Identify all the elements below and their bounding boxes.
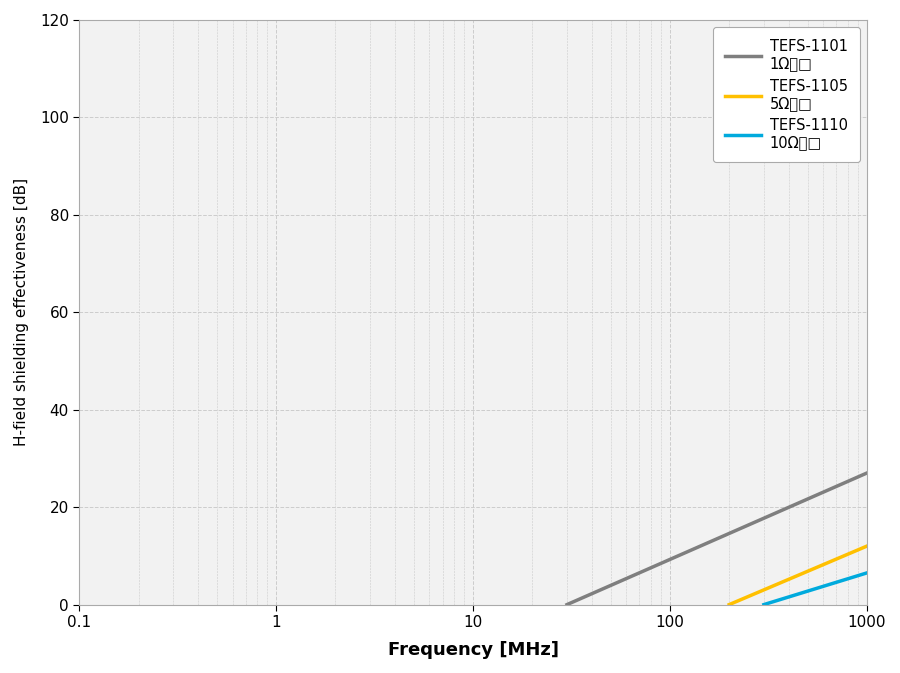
- TEFS-1110
10Ω／□: [843, 575, 854, 583]
- TEFS-1105
5Ω／□: [724, 600, 734, 608]
- TEFS-1105
5Ω／□: [789, 573, 800, 581]
- TEFS-1110
10Ω／□: [759, 600, 769, 608]
- TEFS-1101
1Ω／□: [562, 600, 572, 608]
- TEFS-1101
1Ω／□: [706, 537, 716, 545]
- TEFS-1101
1Ω／□: [861, 469, 872, 477]
- TEFS-1110
10Ω／□: [859, 569, 869, 577]
- X-axis label: Frequency [MHz]: Frequency [MHz]: [388, 641, 559, 659]
- TEFS-1101
1Ω／□: [854, 472, 865, 481]
- Line: TEFS-1110
10Ω／□: TEFS-1110 10Ω／□: [764, 573, 867, 604]
- TEFS-1105
5Ω／□: [806, 566, 816, 574]
- TEFS-1101
1Ω／□: [724, 530, 734, 538]
- TEFS-1110
10Ω／□: [820, 581, 831, 590]
- TEFS-1110
10Ω／□: [808, 586, 819, 594]
- TEFS-1105
5Ω／□: [798, 569, 809, 577]
- TEFS-1105
5Ω／□: [837, 553, 848, 561]
- TEFS-1110
10Ω／□: [861, 569, 872, 577]
- TEFS-1105
5Ω／□: [859, 544, 869, 552]
- TEFS-1105
5Ω／□: [861, 542, 872, 550]
- TEFS-1110
10Ω／□: [807, 586, 818, 594]
- TEFS-1110
10Ω／□: [814, 583, 825, 592]
- Legend: TEFS-1101
1Ω／□, TEFS-1105
5Ω／□, TEFS-1110
10Ω／□: TEFS-1101 1Ω／□, TEFS-1105 5Ω／□, TEFS-111…: [713, 27, 860, 162]
- Line: TEFS-1101
1Ω／□: TEFS-1101 1Ω／□: [567, 473, 867, 604]
- Y-axis label: H-field shielding effectiveness [dB]: H-field shielding effectiveness [dB]: [14, 178, 29, 446]
- TEFS-1105
5Ω／□: [790, 573, 801, 581]
- Line: TEFS-1105
5Ω／□: TEFS-1105 5Ω／□: [729, 546, 867, 604]
- TEFS-1101
1Ω／□: [704, 538, 715, 546]
- TEFS-1101
1Ω／□: [807, 493, 818, 501]
- TEFS-1101
1Ω／□: [740, 522, 751, 530]
